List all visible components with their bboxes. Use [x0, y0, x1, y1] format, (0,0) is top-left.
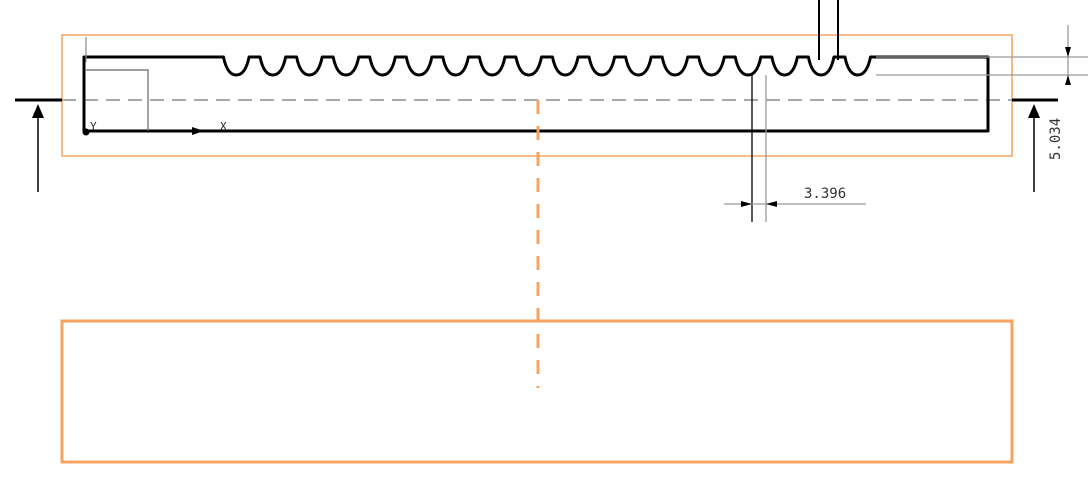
dim-arrow-icon: [741, 201, 752, 207]
dim-arrow-icon: [1065, 47, 1071, 57]
depth-dimension-value: 5.034: [1048, 118, 1064, 160]
arrow-up-icon: [32, 104, 44, 118]
pitch-dimension: 3.396: [724, 75, 866, 222]
x-axis-arrow-icon: [192, 127, 204, 135]
dim-arrow-icon: [1065, 75, 1071, 85]
detail-view-frame: [60, 319, 1014, 464]
rack-profile: [82, 55, 990, 133]
section-cut-left: [15, 98, 62, 192]
depth-dimension: 5.034: [876, 25, 1088, 160]
x-axis-label: X: [220, 120, 227, 133]
origin-reference-box: [86, 69, 149, 131]
axis-indicator: Y X: [82, 120, 227, 136]
y-axis-label: Y: [90, 120, 97, 133]
section-cut-right: [1012, 98, 1058, 192]
arrow-up-icon: [1028, 104, 1040, 118]
dim-arrow-icon: [766, 201, 777, 207]
origin-icon: [82, 128, 90, 136]
pitch-dimension-value: 3.396: [804, 186, 846, 202]
